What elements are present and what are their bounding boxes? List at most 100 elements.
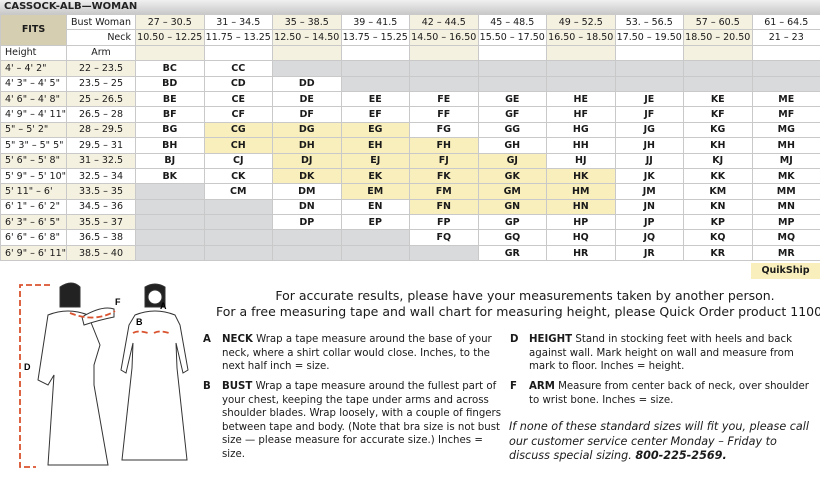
table-row: 6' 9" – 6' 11" 38.5 – 40 GR HR JR KR MR (0, 244, 820, 262)
size-code-cell: KN (683, 198, 753, 216)
size-code-cell: CD (203, 75, 273, 92)
table-row: 4' 9" – 4' 11" 26.5 – 28 BF CF DF EF FF GF HF JF K… (0, 106, 820, 123)
size-code-cell: DG (272, 121, 342, 139)
unavailable-cell (135, 198, 205, 216)
size-code-cell: HM (546, 183, 616, 200)
size-code-cell: CE (203, 90, 273, 108)
instruction-line-1: For accurate results, please have your m… (275, 288, 775, 303)
size-code-cell: KH (683, 137, 753, 154)
size-code-cell: CJ (203, 152, 273, 169)
arm-range: 33.5 – 35 (66, 183, 136, 200)
size-code-cell: DN (272, 198, 342, 216)
header-spacer (546, 44, 616, 62)
size-code-cell: JJ (614, 152, 684, 169)
size-code-cell: FJ (409, 152, 479, 169)
arm-range: 32.5 – 34 (66, 167, 136, 185)
note-text: If none of these standard sizes will fit… (509, 420, 809, 462)
unavailable-cell (340, 75, 410, 92)
size-code-cell: FE (409, 90, 479, 108)
unavailable-cell (340, 244, 410, 262)
size-code-cell: KE (683, 90, 753, 108)
size-code-cell: JE (614, 90, 684, 108)
size-code-cell: FP (409, 214, 479, 231)
height-label: Height (0, 44, 67, 62)
height-range: 4' 6" – 4' 8" (0, 90, 67, 108)
size-code-cell: MM (751, 183, 820, 200)
table-row: 6' 3" – 6' 5" 35.5 – 37 DP EP FP GP HP JP KP MP (0, 214, 820, 231)
header-spacer (477, 44, 547, 62)
unavailable-cell (272, 60, 342, 77)
size-code-cell: BH (135, 137, 205, 154)
size-code-cell: JM (614, 183, 684, 200)
size-code-cell: JQ (614, 229, 684, 246)
size-code-cell: GR (477, 244, 547, 262)
size-code-cell: MN (751, 198, 820, 216)
item-text: Measure from center back of neck, over s… (529, 381, 809, 406)
unavailable-cell (546, 60, 616, 77)
size-code-cell: DP (272, 214, 342, 231)
size-code-cell: FK (409, 167, 479, 185)
size-code-cell: JG (614, 121, 684, 139)
height-range: 4' 3" – 4' 5" (0, 75, 67, 92)
bust-range: 39 – 41.5 (340, 13, 410, 31)
unavailable-cell (135, 183, 205, 200)
size-code-cell: MK (751, 167, 820, 185)
size-code-cell: BJ (135, 152, 205, 169)
table-row: 6' 6" – 6' 8" 36.5 – 38 FQ GQ HQ JQ KQ MQ (0, 229, 820, 246)
table-row: 4' – 4' 2" 22 – 23.5 BC CC (0, 60, 820, 77)
item-arm: F ARM Measure from center back of neck, o… (510, 380, 810, 407)
neck-range: 17.50 – 19.50 (614, 29, 684, 46)
size-code-cell: HH (546, 137, 616, 154)
neck-range: 12.50 – 14.50 (272, 29, 342, 46)
height-range: 4' 9" – 4' 11" (0, 106, 67, 123)
arm-range: 28 – 29.5 (66, 121, 136, 139)
item-title: ARM (529, 381, 555, 392)
bust-label: Bust Woman (66, 13, 136, 31)
label-d: D (24, 362, 31, 372)
unavailable-cell (683, 60, 753, 77)
size-code-cell: BE (135, 90, 205, 108)
item-title: HEIGHT (529, 334, 573, 345)
item-letter: A (203, 334, 211, 345)
header-spacer (683, 44, 753, 62)
size-code-cell: CC (203, 60, 273, 77)
size-code-cell: EP (340, 214, 410, 231)
unavailable-cell (135, 214, 205, 231)
bust-range: 31 – 34.5 (203, 13, 273, 31)
unavailable-cell (477, 60, 547, 77)
size-code-cell: DK (272, 167, 342, 185)
unavailable-cell (683, 75, 753, 92)
size-code-cell: MG (751, 121, 820, 139)
arm-range: 34.5 – 36 (66, 198, 136, 216)
arm-range: 35.5 – 37 (66, 214, 136, 231)
neck-range: 18.50 – 20.50 (683, 29, 753, 46)
item-letter: B (203, 381, 211, 392)
arm-range: 31 – 32.5 (66, 152, 136, 169)
size-code-cell: BC (135, 60, 205, 77)
size-code-cell: DH (272, 137, 342, 154)
size-code-cell: JK (614, 167, 684, 185)
neck-range: 10.50 – 12.25 (135, 29, 205, 46)
table-row: 6' 1" – 6' 2" 34.5 – 36 DN EN FN GN HN JN KN MN (0, 198, 820, 216)
bust-range: 45 – 48.5 (477, 13, 547, 31)
height-range: 5' 11" – 6' (0, 183, 67, 200)
size-code-cell: KM (683, 183, 753, 200)
size-code-cell: BF (135, 106, 205, 123)
item-text: Stand in stocking feet with heels and ba… (529, 334, 794, 373)
height-range: 5' 6" – 5' 8" (0, 152, 67, 169)
size-code-cell: GE (477, 90, 547, 108)
table-row: 5' 11" – 6' 33.5 – 35 CM DM EM FM GM HM JM KM MM (0, 183, 820, 200)
size-code-cell: JN (614, 198, 684, 216)
height-range: 4' – 4' 2" (0, 60, 67, 77)
size-code-cell: HK (546, 167, 616, 185)
height-range: 6' 9" – 6' 11" (0, 244, 67, 262)
label-a: A (160, 301, 167, 311)
bust-range: 42 – 44.5 (409, 13, 479, 31)
unavailable-cell (751, 75, 820, 92)
size-code-cell: CG (203, 121, 273, 139)
item-title: BUST (222, 381, 253, 392)
header-spacer (135, 44, 205, 62)
size-code-cell: GP (477, 214, 547, 231)
size-code-cell: KF (683, 106, 753, 123)
arm-range: 29.5 – 31 (66, 137, 136, 154)
